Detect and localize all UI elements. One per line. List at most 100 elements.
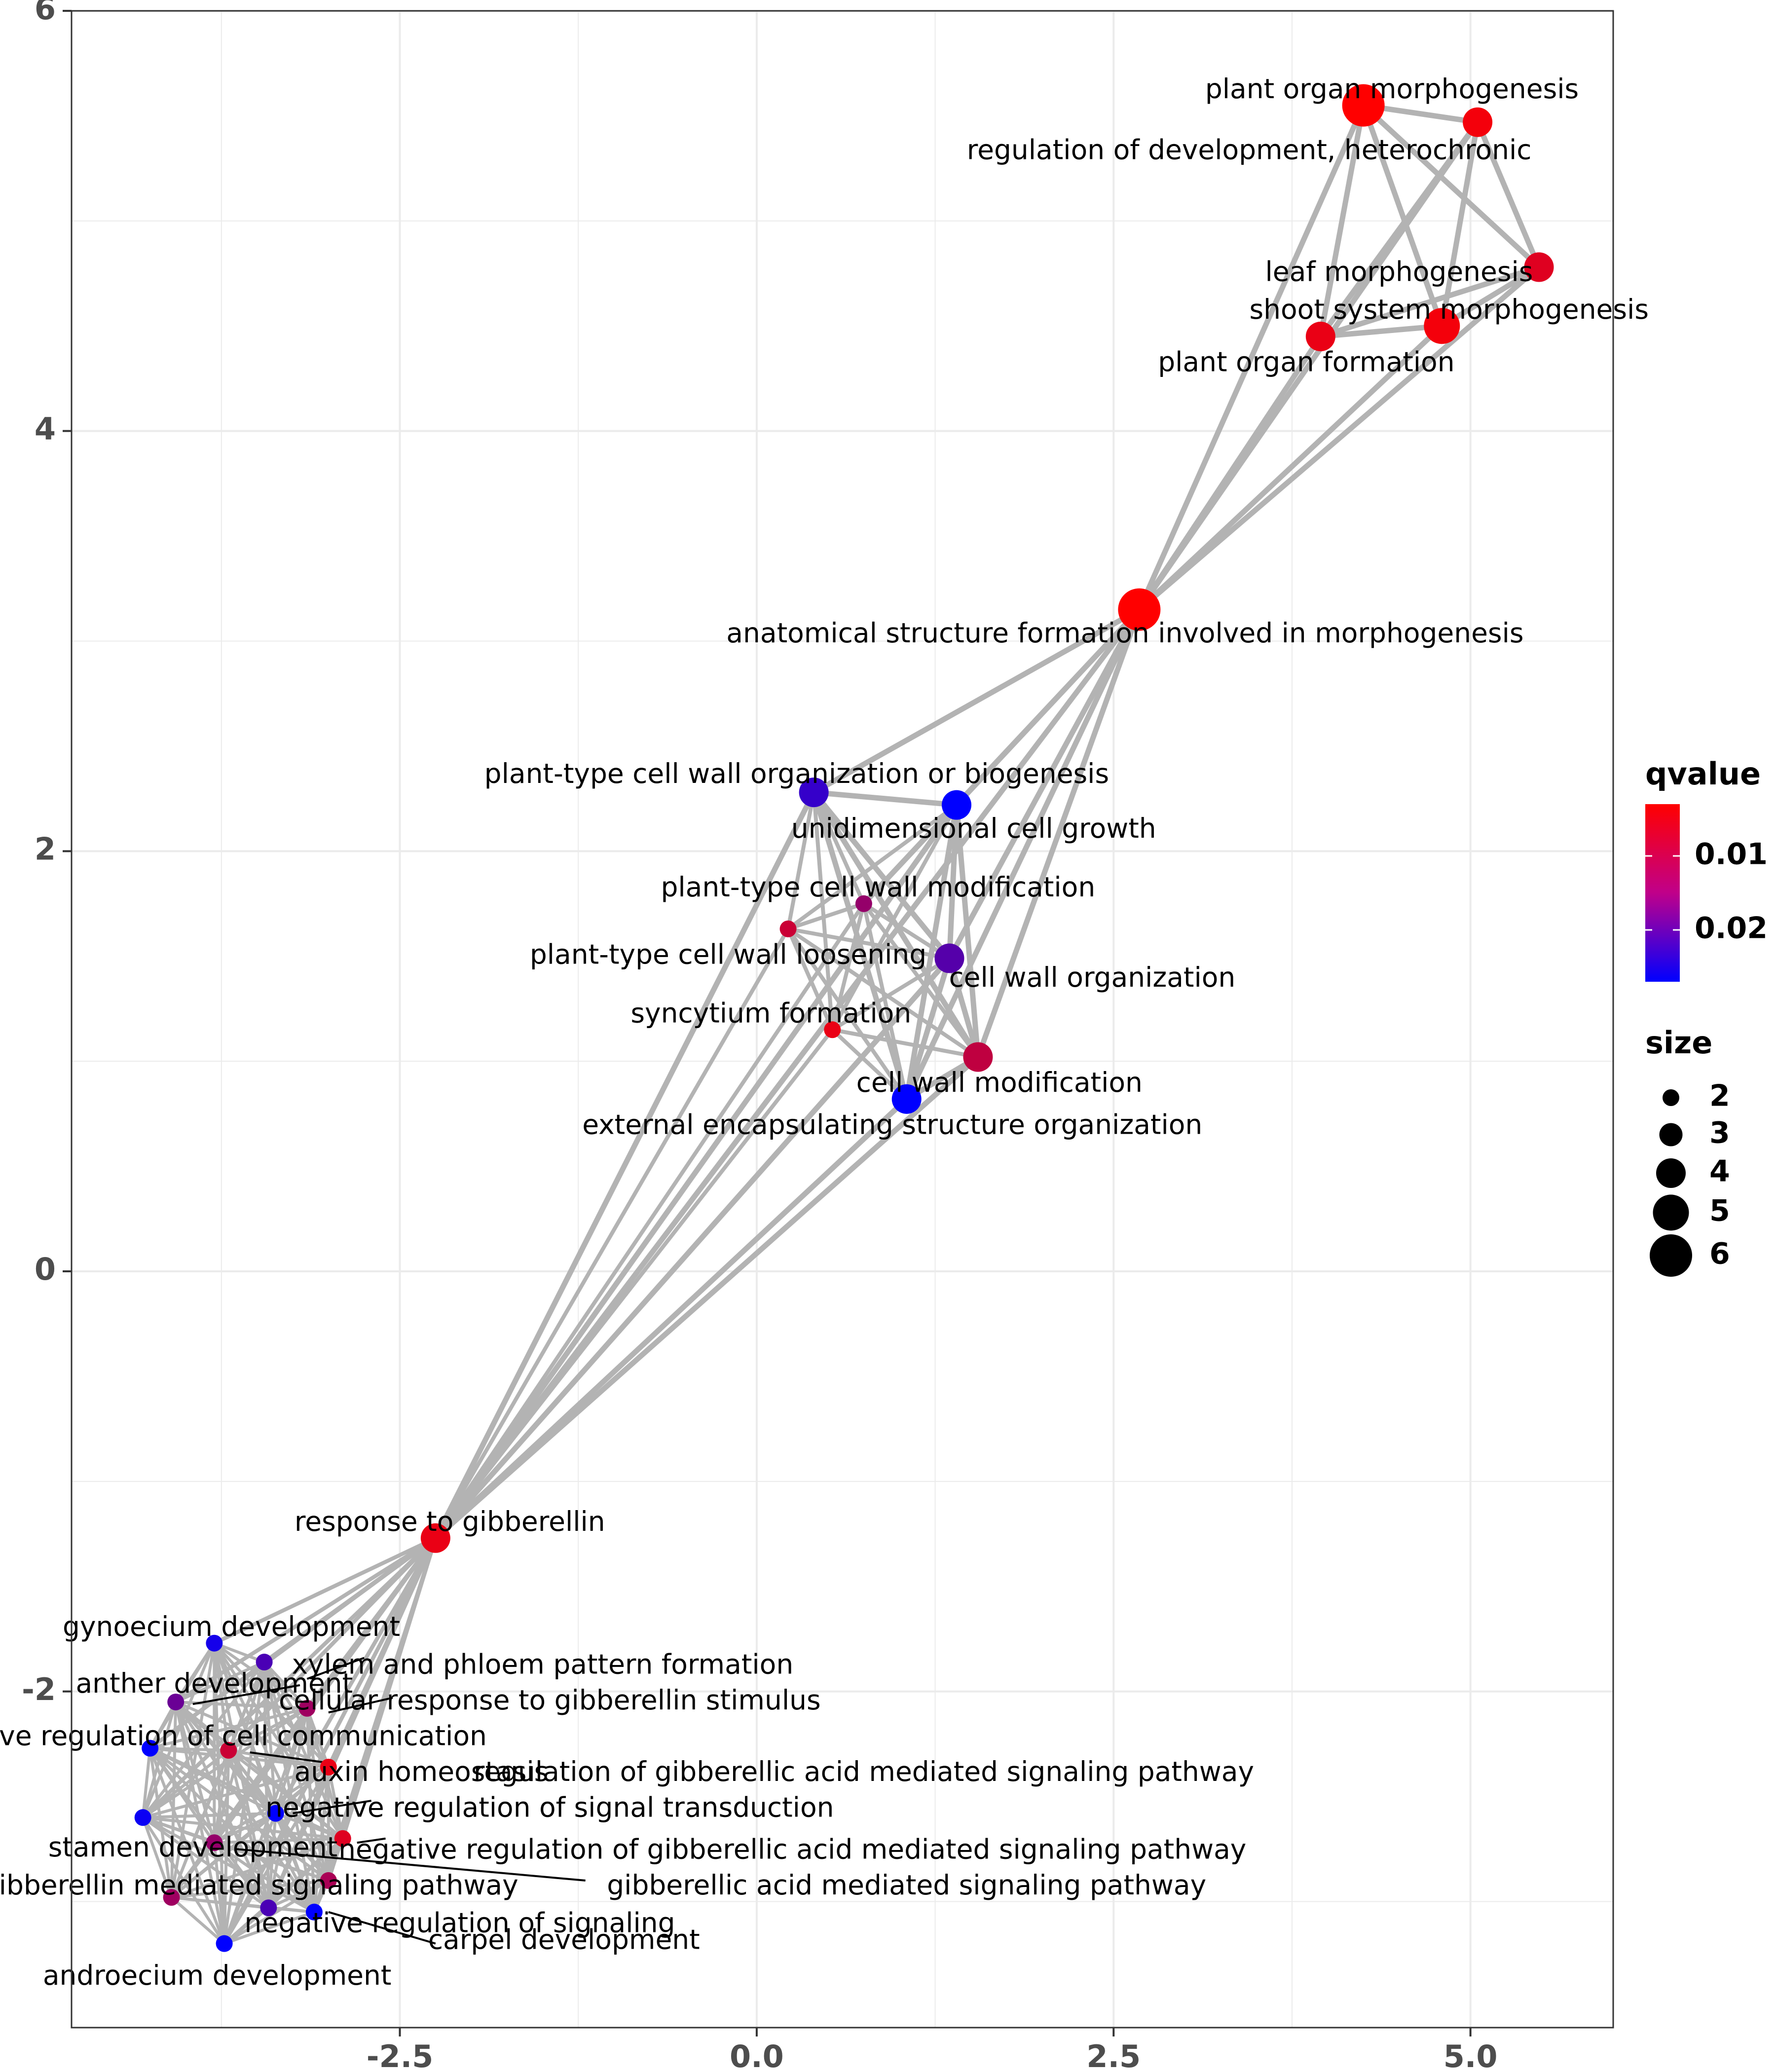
leader-cd bbox=[328, 1911, 436, 1945]
node-gd bbox=[206, 1634, 223, 1652]
edge-rtg-ucg bbox=[433, 802, 960, 1541]
label-gynoecium-development: gynoecium development bbox=[63, 1611, 400, 1642]
axes: -2.5 0.0 2.5 5.0 -2 0 2 4 6 bbox=[22, 0, 1497, 2072]
node-xppf bbox=[256, 1654, 273, 1671]
size-key-2 bbox=[1663, 1089, 1679, 1106]
edge-gd-and bbox=[213, 1643, 226, 1944]
edge-ptcwl-eso bbox=[786, 926, 909, 1101]
edge-ah-rgams bbox=[228, 1748, 329, 1769]
x-tick-label: -2.5 bbox=[367, 2038, 434, 2072]
edge-ptcwm-sf bbox=[830, 901, 866, 1032]
edge-xppf-ad bbox=[175, 1661, 265, 1703]
edge-rtg-gd bbox=[212, 1536, 438, 1645]
edge-cwo-sf bbox=[830, 956, 952, 1032]
edge-ptcwm-ptcwl bbox=[786, 901, 866, 931]
node-pom bbox=[1342, 84, 1385, 127]
edge-rtg-cd bbox=[312, 1536, 438, 1914]
size-key-3 bbox=[1659, 1123, 1683, 1147]
node-ah bbox=[220, 1741, 237, 1759]
node-sf bbox=[824, 1021, 841, 1038]
size-key-6 bbox=[1650, 1234, 1692, 1277]
edge-ptcwl-cwm bbox=[786, 926, 980, 1059]
edge-ptcwob-ptcwl bbox=[786, 790, 816, 931]
network-nodes bbox=[134, 84, 1554, 1952]
edge-lm-pof bbox=[1318, 264, 1542, 339]
edge-ptcwob-cwo bbox=[811, 789, 953, 962]
size-key-4 bbox=[1656, 1158, 1686, 1188]
size-key-label: 6 bbox=[1709, 1237, 1730, 1271]
edge-nrst-nrgams bbox=[275, 1812, 343, 1840]
edge-nrcc-nrgams bbox=[149, 1746, 344, 1840]
edge-rtg-eso bbox=[433, 1096, 910, 1541]
edge-xppf-crgs bbox=[263, 1661, 308, 1709]
edge-cwo-eso bbox=[904, 956, 953, 1102]
node-rtg bbox=[420, 1523, 450, 1553]
label-cell-wall-organization: cell wall organization bbox=[949, 962, 1235, 993]
label-cell-wall-modification: cell wall modification bbox=[856, 1067, 1143, 1098]
label-leader-lines bbox=[192, 1657, 586, 1945]
edge-pom-pof bbox=[1318, 103, 1367, 339]
edge-rgams-sd bbox=[142, 1766, 329, 1819]
edge-ptcwob-eso bbox=[811, 789, 910, 1102]
edge-gmsp-nrs bbox=[213, 1842, 270, 1909]
edge-rtg-sf bbox=[433, 1028, 835, 1540]
leader-nrgams bbox=[357, 1837, 386, 1844]
edge-cd-and bbox=[223, 1910, 315, 1945]
edge-xppf-sd bbox=[142, 1661, 265, 1819]
node-crgs bbox=[298, 1700, 316, 1717]
edge-ucg-ptcwm bbox=[861, 803, 959, 906]
edge-asf-cwo bbox=[947, 607, 1142, 962]
node-asf bbox=[1118, 588, 1161, 631]
label-syncytium-formation: syncytium formation bbox=[630, 998, 911, 1029]
edge-ah-sd bbox=[142, 1749, 230, 1819]
label-negative-regulation-of-cell-communication: negative regulation of cell communicatio… bbox=[0, 1720, 487, 1751]
panel-border bbox=[71, 10, 1614, 2029]
legend: qvalue 0.01 0.02 size 23 4 5 6 bbox=[1645, 756, 1768, 1277]
node-nrs bbox=[260, 1899, 277, 1917]
label-negative-regulation-of-signaling: negative regulation of signaling bbox=[244, 1907, 675, 1938]
label-regulation-of-development-heterochronic: regulation of development, heterochronic bbox=[967, 134, 1532, 165]
edge-ptcwm-cwm bbox=[861, 901, 980, 1059]
label-plant-organ-formation: plant organ formation bbox=[1158, 346, 1454, 378]
x-tick-label: 2.5 bbox=[1086, 2038, 1141, 2072]
edge-ptcwl-sf bbox=[786, 926, 835, 1032]
node-ucg bbox=[941, 790, 971, 820]
node-nrgams bbox=[334, 1830, 351, 1847]
edge-cd-gsp2 bbox=[171, 1895, 315, 1914]
label-response-to-gibberellin: response to gibberellin bbox=[295, 1506, 605, 1537]
size-key-label: 2 bbox=[1709, 1079, 1730, 1113]
size-key-5 bbox=[1653, 1194, 1689, 1231]
edge-asf-eso bbox=[904, 607, 1142, 1102]
legend-colorbar-ticks: 0.01 0.02 bbox=[1645, 837, 1768, 946]
leader-gmsp bbox=[235, 1848, 586, 1882]
legend-color-title: qvalue bbox=[1645, 756, 1761, 792]
node-ad bbox=[167, 1693, 185, 1710]
label-plant-type-cell-wall-loosening: plant-type cell wall loosening bbox=[530, 938, 926, 970]
label-xylem-and-phloem-pattern-formation: xylem and phloem pattern formation bbox=[292, 1649, 794, 1680]
edge-sd-nrgams bbox=[143, 1816, 343, 1840]
node-cwo bbox=[934, 943, 964, 973]
size-key-label: 5 bbox=[1709, 1194, 1730, 1228]
label-leaf-morphogenesis: leaf morphogenesis bbox=[1265, 256, 1533, 287]
node-sd bbox=[134, 1809, 151, 1826]
edge-gmsp-gamsp bbox=[214, 1841, 329, 1882]
node-lm bbox=[1524, 252, 1554, 282]
edge-ucg-cwm bbox=[954, 802, 981, 1060]
legend-colorbar bbox=[1645, 804, 1680, 982]
node-rgams bbox=[320, 1758, 337, 1776]
label-regulation-of-gibberellic-acid-mediated-signaling-pathway: regulation of gibberellic acid mediated … bbox=[474, 1756, 1254, 1787]
edge-ucg-sf bbox=[830, 803, 959, 1032]
edge-rtg-ptcwl bbox=[433, 926, 790, 1540]
colorbar-tick-label: 0.01 bbox=[1695, 837, 1768, 872]
edge-sd-gsp2 bbox=[141, 1817, 173, 1898]
edge-ucg-eso bbox=[904, 802, 960, 1102]
edge-sf-eso bbox=[830, 1028, 909, 1101]
label-unidimensional-cell-growth: unidimensional cell growth bbox=[791, 813, 1156, 844]
network-edges bbox=[141, 103, 1542, 1946]
edge-nrcc-and bbox=[148, 1747, 226, 1944]
node-gsp2 bbox=[163, 1888, 180, 1906]
edge-gd-xppf bbox=[214, 1641, 265, 1664]
y-tick-label: 4 bbox=[35, 411, 56, 447]
legend-size-keys: 23 4 5 6 bbox=[1650, 1079, 1730, 1277]
edge-asf-rtg bbox=[433, 607, 1142, 1541]
